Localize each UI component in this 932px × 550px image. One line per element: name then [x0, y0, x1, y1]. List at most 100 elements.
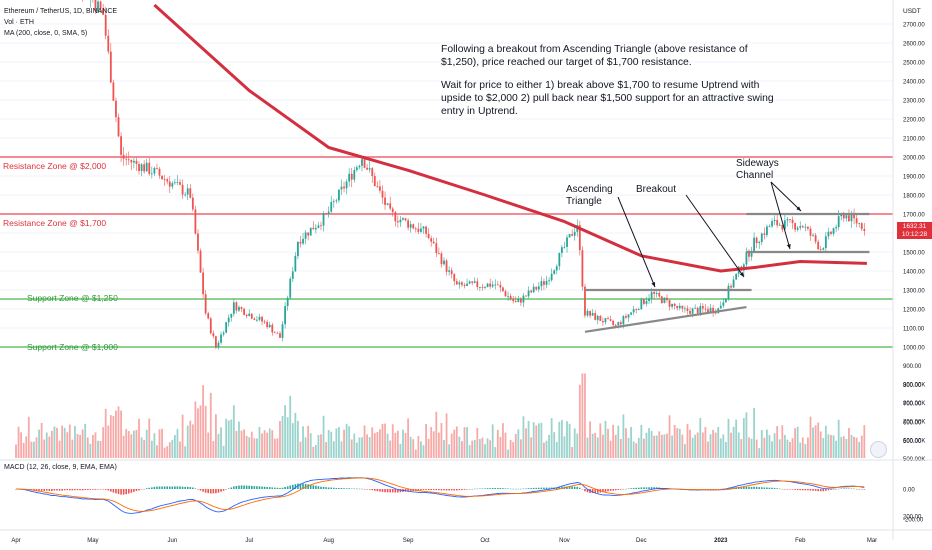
candle-body [120, 136, 122, 155]
macd-histogram-bar [307, 484, 309, 489]
candle-body [804, 226, 807, 228]
candle-body [491, 284, 494, 287]
macd-histogram-bar [612, 489, 614, 491]
volume-bar [504, 432, 507, 458]
candle-body [253, 318, 256, 320]
macd-histogram-bar [614, 489, 617, 491]
macd-histogram-bar [184, 486, 186, 489]
candle-body [261, 316, 263, 322]
volume-bar [668, 415, 671, 458]
macd-histogram-bar [517, 488, 520, 490]
candle-body [832, 228, 835, 234]
macd-histogram-bar [376, 489, 379, 492]
candle-body [317, 225, 320, 228]
volume-bar [168, 442, 171, 458]
volume-bar [109, 415, 112, 458]
macd-histogram-bar [712, 489, 714, 490]
candle-body [263, 321, 266, 323]
volume-bar [801, 437, 804, 458]
volume-legend[interactable]: Vol · ETH [4, 19, 34, 26]
commentary-paragraph-1: Following a breakout from Ascending Tria… [441, 44, 748, 68]
macd-histogram-bar [386, 489, 389, 493]
volume-bar [348, 426, 351, 458]
ma-layer [153, 3, 867, 273]
candle-body [568, 234, 571, 238]
candle-body [173, 182, 176, 184]
macd-histogram-bar [548, 487, 550, 489]
volume-bar [220, 427, 222, 458]
candle-body [591, 312, 594, 316]
macd-histogram-bar [730, 487, 732, 489]
macd-histogram-bar [35, 489, 38, 491]
macd-histogram-bar [789, 489, 791, 490]
candle-body [758, 241, 761, 244]
volume-bar [742, 418, 745, 458]
candle-body [535, 286, 538, 290]
volume-bar [253, 438, 256, 458]
volume-bar [450, 433, 453, 458]
commentary-paragraph-2: Wait for price to either 1) break above … [441, 80, 774, 117]
macd-histogram-bar [404, 489, 407, 492]
candle-body [499, 284, 502, 288]
volume-bar [494, 447, 497, 458]
macd-histogram-bar [215, 489, 217, 494]
macd-histogram-bar [435, 489, 438, 491]
volume-bar [812, 427, 814, 458]
volume-bar [235, 430, 238, 458]
macd-histogram-bar [486, 488, 489, 489]
candle-body [794, 223, 797, 230]
candle-body [696, 307, 699, 314]
candle-body [184, 194, 187, 196]
macd-histogram-bar [161, 486, 163, 489]
volume-bar [353, 433, 356, 458]
macd-legend[interactable]: MACD (12, 26, close, 9, EMA, EMA) [4, 464, 117, 471]
macd-histogram-bar [750, 486, 753, 489]
volume-bar [525, 428, 527, 458]
macd-histogram-bar [807, 489, 809, 491]
candle-body [822, 248, 825, 250]
candle-body [594, 312, 597, 320]
macd-histogram-bar [845, 488, 848, 489]
macd-histogram-bar [830, 489, 832, 490]
volume-bar [261, 433, 263, 458]
macd-histogram-bar [791, 489, 794, 490]
volume-bar [176, 428, 179, 458]
macd-histogram-bar [491, 488, 494, 489]
candle-body [855, 218, 858, 224]
volume-bar [271, 430, 274, 458]
macd-histogram-bar [620, 489, 622, 490]
macd-histogram-bar [481, 488, 484, 489]
macd-histogram-bar [192, 487, 194, 489]
macd-histogram-bar [527, 488, 530, 489]
macd-histogram-bar [581, 489, 584, 490]
macd-histogram-bar [381, 489, 384, 492]
sideways-arrow-top-head [796, 206, 801, 211]
macd-histogram-bar [240, 485, 243, 489]
macd-histogram-bar [571, 486, 573, 489]
candle-body [722, 302, 725, 306]
macd-histogram-bar [427, 489, 430, 490]
symbol-legend[interactable]: Ethereum / TetherUS, 1D, BINANCE [4, 8, 118, 15]
volume-bar [212, 441, 215, 458]
candle-body [371, 168, 374, 177]
flag-icon[interactable] [870, 441, 887, 458]
volume-bar [704, 427, 707, 458]
volume-bar [112, 415, 115, 458]
volume-bar [827, 434, 830, 458]
price-axis-label: 1800.00 [903, 194, 925, 200]
ma-legend[interactable]: MA (200, close, 0, SMA, 5) [4, 30, 88, 37]
volume-bar [232, 405, 235, 458]
macd-histogram-bar [532, 487, 535, 489]
volume-bar [56, 427, 58, 458]
macd-histogram-bar [804, 489, 807, 491]
macd-histogram-bar [835, 489, 837, 490]
candle-body [453, 274, 456, 282]
volume-bar [527, 421, 530, 458]
candle-body [648, 298, 650, 302]
macd-histogram-bar [461, 489, 463, 491]
macd-histogram-bar [573, 486, 576, 489]
candle-body [599, 315, 602, 322]
volume-bar [163, 447, 166, 458]
macd-histogram-bar [222, 489, 225, 491]
